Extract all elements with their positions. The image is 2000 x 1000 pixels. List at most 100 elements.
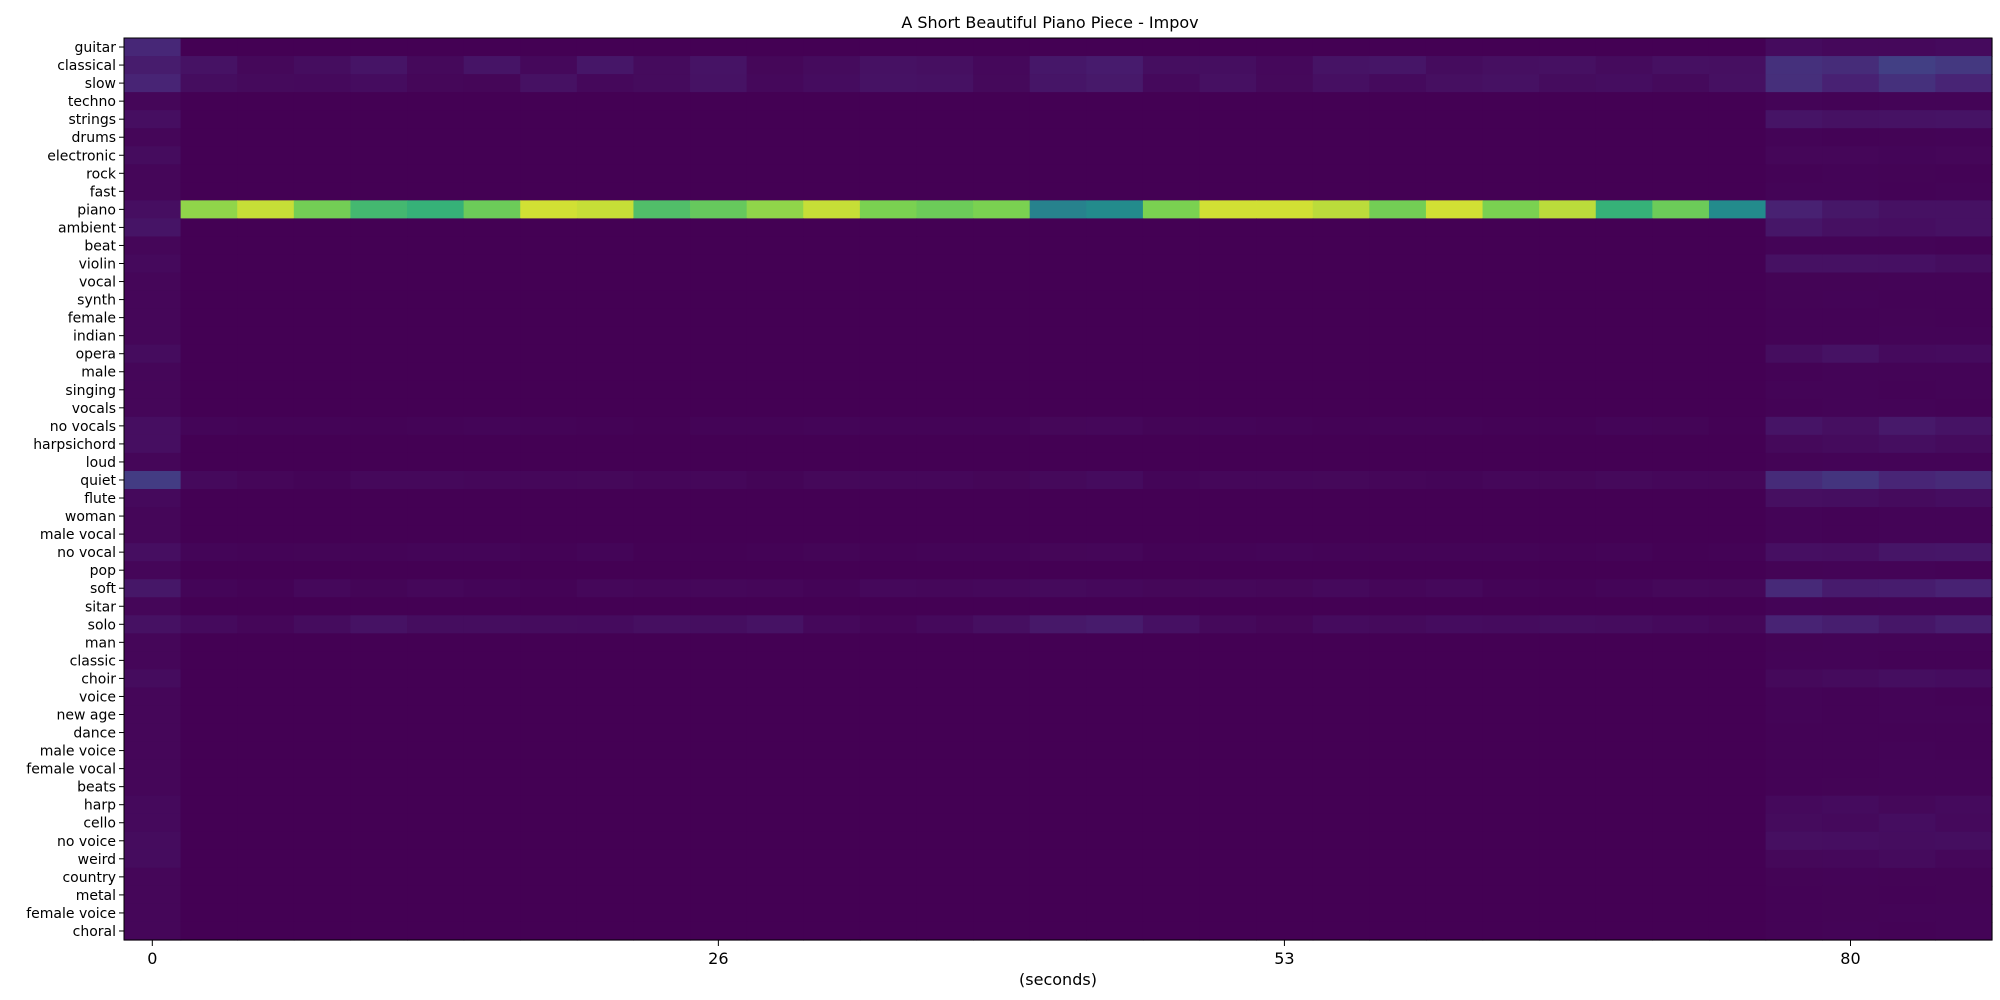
heatmap-cell — [463, 651, 521, 670]
heatmap-cell — [1256, 579, 1314, 598]
heatmap-cell — [576, 705, 635, 725]
heatmap-cell — [124, 290, 182, 310]
heatmap-cell — [973, 831, 1031, 851]
heatmap-cell — [1539, 236, 1597, 256]
heatmap-cell — [407, 398, 465, 418]
heatmap-cell — [1822, 380, 1880, 400]
heatmap-cell — [237, 452, 295, 472]
heatmap-cell — [1765, 398, 1823, 418]
heatmap-cell — [746, 272, 804, 292]
heatmap-cell — [1765, 813, 1823, 833]
heatmap-cell — [1765, 326, 1823, 346]
heatmap-cell — [1369, 146, 1427, 165]
heatmap-cell — [180, 290, 238, 310]
heatmap-cell — [350, 921, 408, 941]
heatmap-cell — [124, 813, 182, 833]
heatmap-cell — [859, 525, 918, 544]
heatmap-cell — [1595, 615, 1653, 634]
heatmap-cell — [180, 110, 238, 129]
heatmap-cell — [1086, 741, 1144, 761]
heatmap-cell — [859, 128, 918, 147]
heatmap-cell — [916, 813, 974, 833]
y-tick-labels: guitarclassicalslowtechnostringsdrumsele… — [26, 40, 124, 940]
heatmap-cell — [237, 633, 295, 652]
heatmap-cell — [350, 326, 408, 346]
heatmap-cell — [1482, 38, 1540, 57]
heatmap-cell — [237, 218, 295, 238]
heatmap-cell — [1482, 110, 1540, 129]
heatmap-cell — [1708, 687, 1767, 707]
heatmap-cell — [180, 921, 238, 941]
heatmap-cell — [973, 777, 1031, 797]
heatmap-cell — [859, 651, 918, 670]
heatmap-cell — [1539, 579, 1597, 598]
heatmap-cell — [350, 434, 408, 454]
heatmap-cell — [1256, 759, 1314, 779]
heatmap-cell — [237, 182, 295, 201]
heatmap-cell — [1199, 759, 1257, 779]
heatmap-cell — [1086, 687, 1144, 707]
heatmap-cell — [803, 452, 861, 472]
heatmap-cell — [746, 741, 804, 761]
heatmap-cell — [350, 723, 408, 743]
heatmap-cell — [690, 146, 748, 165]
heatmap-cell — [576, 38, 635, 57]
heatmap-cell — [1312, 434, 1370, 454]
heatmap-cell — [1878, 38, 1936, 57]
heatmap-cell — [973, 398, 1031, 418]
heatmap-cell — [463, 561, 521, 580]
heatmap-cell — [520, 38, 578, 57]
heatmap-cell — [690, 885, 748, 905]
heatmap-cell — [746, 92, 804, 111]
heatmap-cell — [1708, 380, 1767, 400]
heatmap-cell — [1142, 759, 1201, 779]
heatmap-cell — [576, 633, 635, 652]
heatmap-cell — [1822, 543, 1880, 562]
heatmap-cell — [859, 470, 918, 490]
heatmap-cell — [1935, 615, 1993, 634]
heatmap-cell — [1369, 254, 1427, 274]
heatmap-cell — [1369, 651, 1427, 670]
heatmap-cell — [1822, 74, 1880, 93]
heatmap-cell — [690, 344, 748, 364]
heatmap-cell — [1312, 398, 1370, 418]
heatmap-cell — [1425, 164, 1484, 183]
heatmap-cell — [1765, 867, 1823, 887]
heatmap-cell — [1708, 867, 1767, 887]
heatmap-cell — [1312, 200, 1370, 219]
heatmap-cell — [859, 813, 918, 833]
y-tick-label: male vocal — [40, 527, 116, 543]
heatmap-cell — [1369, 344, 1427, 364]
heatmap-cell — [1029, 651, 1087, 670]
heatmap-cell — [1482, 200, 1540, 219]
heatmap-cell — [1652, 452, 1710, 472]
heatmap-cell — [1086, 867, 1144, 887]
heatmap-cell — [1539, 74, 1597, 93]
heatmap-cell — [1652, 254, 1710, 274]
heatmap-cell — [1425, 633, 1484, 652]
heatmap-cell — [1482, 92, 1540, 111]
heatmap-cell — [1765, 849, 1823, 869]
heatmap-cell — [1029, 615, 1087, 634]
heatmap-cell — [746, 705, 804, 725]
heatmap-cell — [1708, 723, 1767, 743]
heatmap-cell — [1369, 489, 1427, 508]
heatmap-cell — [1822, 741, 1880, 761]
heatmap-cell — [859, 777, 918, 797]
heatmap-cell — [916, 416, 974, 436]
heatmap-cell — [1595, 398, 1653, 418]
heatmap-cell — [1539, 92, 1597, 111]
heatmap-cell — [633, 723, 691, 743]
heatmap-cell — [1142, 489, 1201, 508]
heatmap-cell — [1482, 507, 1540, 526]
heatmap-cell — [293, 434, 352, 454]
heatmap-cell — [1369, 741, 1427, 761]
heatmap-cell — [1142, 452, 1201, 472]
heatmap-cell — [293, 849, 352, 869]
heatmap-cell — [746, 867, 804, 887]
heatmap-cell — [1142, 723, 1201, 743]
heatmap-cell — [520, 416, 578, 436]
heatmap-cell — [1878, 290, 1936, 310]
heatmap-cell — [1086, 489, 1144, 508]
heatmap-cell — [1425, 38, 1484, 57]
